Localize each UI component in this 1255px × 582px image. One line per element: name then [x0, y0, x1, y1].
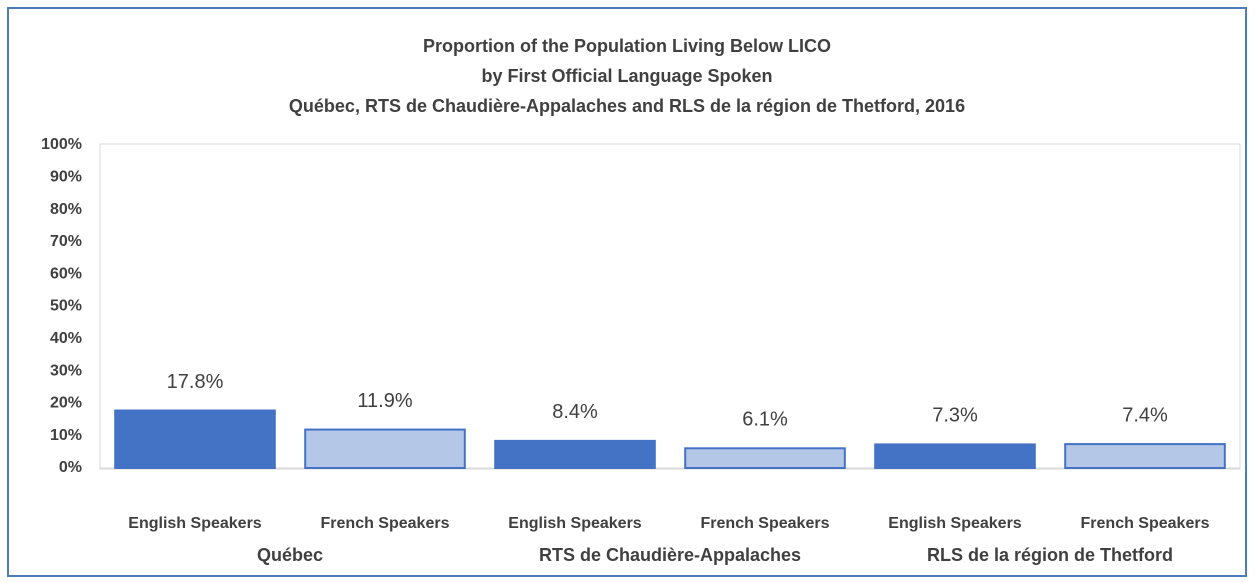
bar [684, 447, 846, 469]
y-tick-label: 60% [50, 265, 82, 282]
x-tick-label: French Speakers [321, 515, 450, 532]
x-tick-label: French Speakers [701, 515, 830, 532]
bar [1064, 443, 1226, 469]
bar [114, 409, 276, 470]
value-label: 17.8% [167, 371, 224, 393]
group-label: Québec [257, 545, 323, 565]
y-tick-label: 10% [50, 427, 82, 444]
bar [494, 439, 656, 470]
x-tick-label: English Speakers [888, 515, 1021, 532]
value-label: 11.9% [357, 390, 412, 412]
group-label: RTS de Chaudière-Appalaches [539, 545, 801, 565]
chart-frame [7, 7, 1247, 577]
value-label: 8.4% [552, 401, 598, 423]
x-tick-label: English Speakers [508, 515, 641, 532]
x-tick-label: English Speakers [128, 515, 261, 532]
y-tick-label: 30% [50, 362, 82, 379]
y-tick-label: 0% [59, 459, 82, 476]
chart-title: Proportion of the Population Living Belo… [423, 36, 831, 56]
y-tick-label: 50% [50, 298, 82, 315]
chart-title: Québec, RTS de Chaudière-Appalaches and … [289, 96, 965, 116]
bar [874, 443, 1036, 469]
bar [304, 428, 466, 469]
value-label: 6.1% [742, 409, 788, 431]
y-tick-label: 40% [50, 330, 82, 347]
plot-area [99, 143, 1241, 470]
x-tick-label: French Speakers [1081, 515, 1210, 532]
chart-title: by First Official Language Spoken [481, 66, 772, 86]
y-tick-label: 100% [41, 136, 82, 153]
value-label: 7.3% [932, 405, 978, 427]
y-tick-label: 80% [50, 201, 82, 218]
y-tick-label: 70% [50, 233, 82, 250]
y-tick-label: 20% [50, 395, 82, 412]
group-label: RLS de la région de Thetford [927, 545, 1173, 565]
y-tick-label: 90% [50, 169, 82, 186]
value-label: 7.4% [1122, 404, 1168, 426]
